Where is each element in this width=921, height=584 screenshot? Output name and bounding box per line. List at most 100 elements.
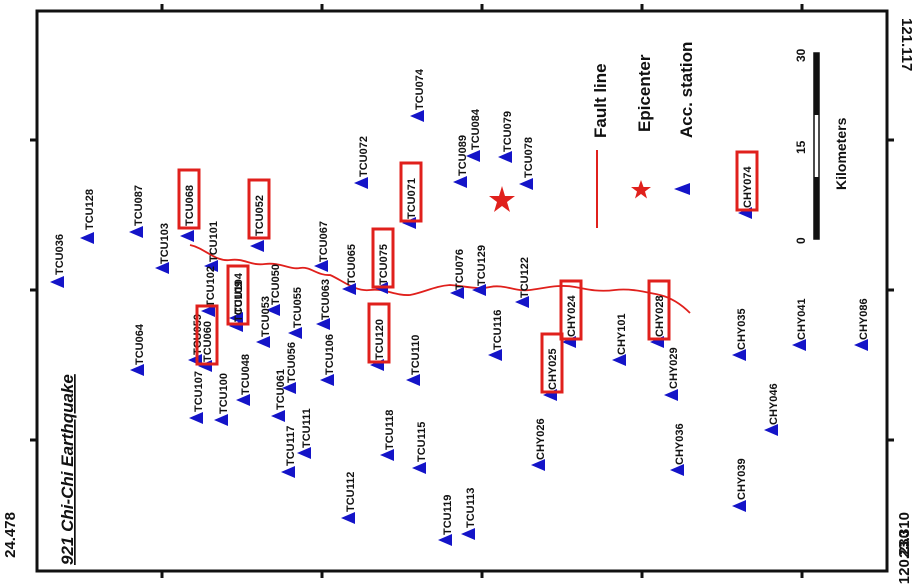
- station-label: TCU103: [159, 223, 171, 264]
- legend-fault-line-label: Fault line: [591, 63, 610, 138]
- highlight-box: [367, 302, 391, 364]
- station-tcu048: TCU048: [236, 354, 252, 406]
- frame-ticks: [30, 4, 894, 578]
- station-marker: [472, 284, 486, 296]
- station-tcu089: TCU089: [453, 135, 469, 188]
- station-chy039: CHY039: [732, 458, 748, 512]
- station-label: TCU089: [457, 135, 469, 176]
- station-tcu119: TCU119: [438, 495, 454, 546]
- station-marker: [236, 394, 250, 406]
- station-tcu072: TCU072: [354, 136, 370, 189]
- station-chy029: CHY029: [664, 347, 680, 401]
- station-tcu120: TCU120: [367, 302, 391, 371]
- highlight-box: [247, 178, 271, 240]
- stations-layer: TCU036 TCU128 TCU087 TCU103 TCU068 TCU101 TCU0…: [50, 68, 870, 546]
- station-label: TCU064: [134, 323, 146, 365]
- scale-unit-label: Kilometers: [833, 117, 849, 190]
- station-chy035: CHY035: [732, 308, 748, 361]
- station-tcu100: TCU100: [214, 373, 230, 426]
- station-marker: [282, 382, 296, 394]
- station-chy026: CHY026: [531, 418, 547, 471]
- station-label: TCU061: [275, 369, 287, 410]
- station-label: CHY035: [736, 308, 748, 350]
- station-label: TCU065: [346, 244, 358, 285]
- station-label: TCU113: [465, 488, 477, 528]
- highlight-box: [735, 150, 759, 212]
- station-tcu112: TCU112: [341, 472, 357, 524]
- station-label: TCU079: [502, 111, 514, 152]
- station-marker: [438, 534, 452, 546]
- station-tcu116: TCU116: [488, 310, 504, 361]
- station-tcu115: TCU115: [412, 422, 428, 474]
- station-marker: [354, 177, 368, 189]
- station-label: TCU102: [205, 266, 217, 307]
- station-marker: [214, 414, 228, 426]
- station-tcu113: TCU113: [461, 488, 477, 540]
- station-label: CHY025: [547, 348, 559, 390]
- station-tcu079: TCU079: [498, 111, 514, 163]
- station-tcu122: TCU122: [515, 257, 531, 308]
- highlight-box: [647, 279, 671, 341]
- station-marker: [229, 312, 243, 324]
- station-label: TCU084: [470, 108, 482, 150]
- station-tcu078: TCU078: [519, 137, 535, 190]
- highlight-box: [226, 264, 250, 326]
- station-marker: [519, 178, 533, 190]
- station-label: TCU078: [523, 137, 535, 178]
- station-tcu102: TCU102: [201, 266, 217, 317]
- station-marker: [450, 287, 464, 299]
- station-chy086: CHY086: [854, 298, 870, 351]
- station-marker: [129, 226, 143, 238]
- station-label: CHY036: [674, 423, 686, 465]
- station-tcu101: TCU101: [204, 221, 220, 272]
- station-tcu036: TCU036: [50, 234, 66, 288]
- station-marker: [341, 512, 355, 524]
- station-tcu104: TCU104: [229, 272, 245, 324]
- station-label: TCU048: [240, 354, 252, 395]
- station-tcu103: TCU103: [155, 223, 171, 274]
- station-label: TCU101: [208, 221, 220, 262]
- station-label: CHY039: [736, 458, 748, 500]
- station-tcu128: TCU128: [80, 189, 96, 244]
- station-label: TCU063: [320, 279, 332, 320]
- station-label: TCU115: [416, 422, 428, 462]
- station-marker: [406, 374, 420, 386]
- station-label: TCU107: [193, 371, 205, 412]
- station-label: TCU119: [442, 495, 454, 535]
- station-label: TCU053: [260, 296, 272, 337]
- station-marker: [612, 354, 626, 366]
- station-tcu111: TCU111: [297, 408, 313, 459]
- station-marker: [271, 410, 285, 422]
- station-chy101: CHY101: [612, 313, 628, 366]
- station-tcu106: TCU106: [320, 334, 336, 386]
- scale-bar: 0 15 30 Kilometers: [794, 48, 849, 244]
- station-label: CHY074: [742, 166, 754, 208]
- station-label: TCU075: [378, 244, 390, 285]
- highlight-box: [177, 168, 201, 230]
- station-marker: [201, 305, 215, 317]
- station-tcu065: TCU065: [342, 244, 358, 295]
- station-label: TCU067: [318, 221, 330, 262]
- station-label: TCU104: [233, 272, 245, 314]
- station-tcu076: TCU076: [450, 249, 466, 299]
- coord-top-right: 121.117: [898, 18, 915, 72]
- station-chy046: CHY046: [764, 383, 780, 436]
- station-label: TCU056: [286, 342, 298, 383]
- station-tcu052: TCU052: [247, 178, 271, 252]
- map-title: 921 Chi-Chi Earthquake: [58, 374, 77, 565]
- legend-epicenter-symbol: [631, 180, 651, 199]
- station-label: TCU074: [414, 68, 426, 110]
- station-tcu129: TCU129: [472, 245, 488, 296]
- station-label: TCU060: [202, 321, 214, 362]
- station-tcu107: TCU107: [189, 371, 205, 424]
- station-label: CHY026: [535, 418, 547, 460]
- station-marker: [453, 176, 467, 188]
- station-tcu118: TCU118: [380, 410, 396, 461]
- station-chy028: CHY028: [647, 279, 671, 348]
- station-tcu110: TCU110: [406, 335, 422, 386]
- station-marker: [410, 110, 424, 122]
- scale-tick-0: 0: [794, 237, 808, 244]
- station-marker: [320, 374, 334, 386]
- station-tcu084: TCU084: [466, 108, 482, 162]
